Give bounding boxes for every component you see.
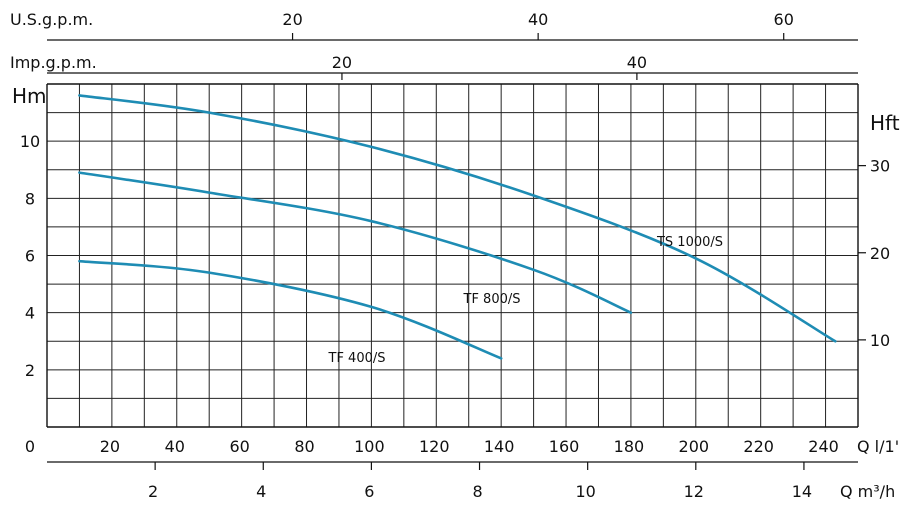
series-line-ts-1000-s [78,94,837,343]
x-tick-label-lmin: 140 [484,437,515,456]
x-tick-label-lmin: 20 [100,437,120,456]
x-tick-label-lmin: 220 [743,437,774,456]
x-axis-label-m3h: Q m³/h [840,482,895,501]
usgpm-axis-label: U.S.g.p.m. [10,10,93,29]
grid [46,83,859,428]
x-tick-label-m3h: 14 [792,482,812,501]
x-tick-label-lmin: 180 [614,437,645,456]
y-tick-label-m: 6 [25,247,35,266]
x-tick-label-m3h: 12 [684,482,704,501]
x-tick-label-lmin: 240 [808,437,839,456]
usgpm-tick-label: 60 [774,10,794,29]
x-tick-label-lmin: 0 [25,437,35,456]
y-tick-label-ft: 10 [870,331,890,350]
y-axis-label-hm: Hm [12,84,47,108]
series-line-tf-800-s [78,171,633,314]
x-tick-label-lmin: 160 [549,437,580,456]
usgpm-tick-label: 20 [282,10,302,29]
series-label-tf-400-s: TF 400/S [328,351,386,366]
x-tick-label-lmin: 200 [679,437,710,456]
usgpm-tick-label: 40 [528,10,548,29]
y-tick-label-ft: 30 [870,157,890,176]
x-tick-label-lmin: 100 [354,437,385,456]
y-tick-label-ft: 20 [870,244,890,263]
x-tick-label-m3h: 10 [575,482,595,501]
y-tick-label-m: 10 [20,132,40,151]
x-tick-label-m3h: 6 [364,482,374,501]
x-tick-label-lmin: 40 [165,437,185,456]
x-tick-label-m3h: 8 [472,482,482,501]
y-tick-label-m: 4 [25,304,35,323]
y-tick-label-m: 8 [25,189,35,208]
impgpm-axis-label: Imp.g.p.m. [10,53,97,72]
y-axis-label-hft: Hft [870,111,900,135]
series-labels: TS 1000/S TF 800/S TF 400/S [328,235,724,366]
x-tick-label-lmin: 60 [229,437,249,456]
series-label-ts-1000-s: TS 1000/S [656,235,723,250]
impgpm-tick-label: 20 [332,53,352,72]
series-lines [78,94,837,360]
x-axis-label-lmin: Q l/1' [857,437,899,456]
axes [46,33,866,470]
x-tick-label-lmin: 80 [294,437,314,456]
series-label-tf-800-s: TF 800/S [463,292,521,307]
x-tick-label-lmin: 120 [419,437,450,456]
x-tick-label-m3h: 2 [148,482,158,501]
y-tick-label-m: 2 [25,361,35,380]
impgpm-tick-label: 40 [627,53,647,72]
series-line-tf-400-s [78,259,503,360]
x-tick-label-m3h: 4 [256,482,266,501]
